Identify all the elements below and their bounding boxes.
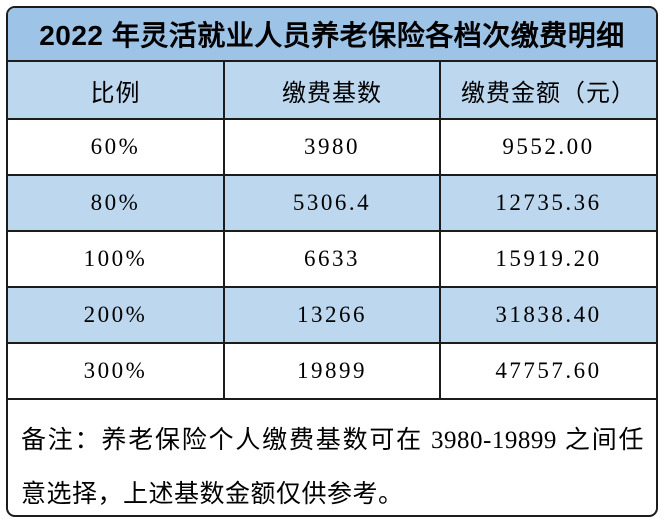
footnote: 备注：养老保险个人缴费基数可在 3980-19899 之间任意选择，上述基数金额…: [21, 427, 644, 508]
pension-rate-table: 比例 缴费基数 缴费金额（元） 60% 3980 9552.00 80% 530…: [8, 62, 656, 400]
cell-base: 19899: [224, 343, 441, 400]
cell-base: 6633: [224, 231, 441, 288]
header-cell-base: 缴费基数: [224, 62, 441, 120]
table-row: 100% 6633 15919.20: [8, 231, 656, 288]
table-row: 300% 19899 47757.60: [8, 343, 656, 400]
cell-amount: 15919.20: [440, 231, 656, 288]
cell-ratio: 100%: [8, 231, 225, 288]
table-title: 2022 年灵活就业人员养老保险各档次缴费明细: [8, 8, 656, 62]
cell-amount: 9552.00: [440, 119, 656, 176]
cell-base: 5306.4: [224, 175, 441, 232]
table-row: 80% 5306.4 12735.36: [8, 175, 656, 232]
header-row: 比例 缴费基数 缴费金额（元）: [8, 62, 656, 120]
cell-base: 3980: [224, 119, 441, 176]
header-cell-ratio: 比例: [8, 62, 225, 120]
cell-ratio: 80%: [8, 175, 225, 232]
table-row: 60% 3980 9552.00: [8, 119, 656, 176]
cell-amount: 31838.40: [440, 287, 656, 344]
cell-base: 13266: [224, 287, 441, 344]
table-row: 200% 13266 31838.40: [8, 287, 656, 344]
header-cell-amount: 缴费金额（元）: [440, 62, 656, 120]
cell-amount: 47757.60: [440, 343, 656, 400]
pension-rate-table-panel: 2022 年灵活就业人员养老保险各档次缴费明细 比例 缴费基数 缴费金额（元） …: [6, 6, 658, 517]
cell-amount: 12735.36: [440, 175, 656, 232]
cell-ratio: 300%: [8, 343, 225, 400]
cell-ratio: 200%: [8, 287, 225, 344]
cell-ratio: 60%: [8, 119, 225, 176]
